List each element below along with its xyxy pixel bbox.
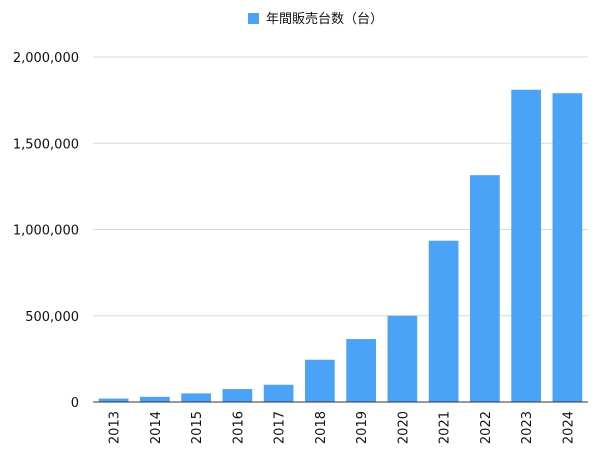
bar-2021 — [428, 240, 459, 402]
x-tick-label: 2023 — [520, 411, 535, 444]
bar-2016 — [222, 389, 253, 402]
x-tick-label: 2019 — [355, 411, 370, 444]
x-tick-label: 2016 — [231, 411, 246, 444]
legend-label: 年間販売台数（台） — [266, 11, 383, 27]
y-tick-label: 1,000,000 — [13, 224, 79, 239]
x-tick-label: 2015 — [190, 411, 205, 444]
bar-2020 — [387, 315, 418, 402]
bar-2015 — [181, 393, 211, 402]
x-tick-label: 2013 — [108, 411, 123, 444]
bar-2013 — [98, 398, 129, 402]
bar-2022 — [470, 175, 500, 402]
gridlines — [93, 56, 588, 317]
bar-2014 — [140, 396, 170, 402]
y-tick-label: 2,000,000 — [13, 51, 79, 66]
y-tick-label: 1,500,000 — [13, 137, 79, 152]
bar-2019 — [346, 339, 376, 402]
legend: 年間販売台数（台） — [248, 11, 383, 27]
x-tick-label: 2014 — [149, 411, 164, 444]
x-tick-label: 2018 — [314, 411, 329, 444]
x-tick-label: 2021 — [438, 411, 453, 444]
x-tick-label: 2022 — [479, 411, 494, 444]
x-tick-label: 2024 — [561, 411, 576, 444]
bar-2024 — [552, 93, 583, 402]
bar-2017 — [263, 384, 294, 402]
bar-2018 — [305, 359, 335, 402]
x-tick-label: 2017 — [273, 411, 288, 444]
y-tick-label: 500,000 — [25, 310, 79, 325]
y-axis-tick-labels: 0 500,000 1,000,000 1,500,000 2,000,000 — [13, 51, 79, 411]
legend-swatch — [248, 13, 259, 24]
bar-2023 — [511, 89, 541, 403]
x-axis-tick-labels: 2013 2014 2015 2016 2017 2018 2019 2020 2021 2022… — [108, 411, 577, 444]
bars — [98, 89, 583, 403]
x-tick-label: 2020 — [396, 411, 411, 444]
y-tick-label: 0 — [71, 396, 79, 411]
